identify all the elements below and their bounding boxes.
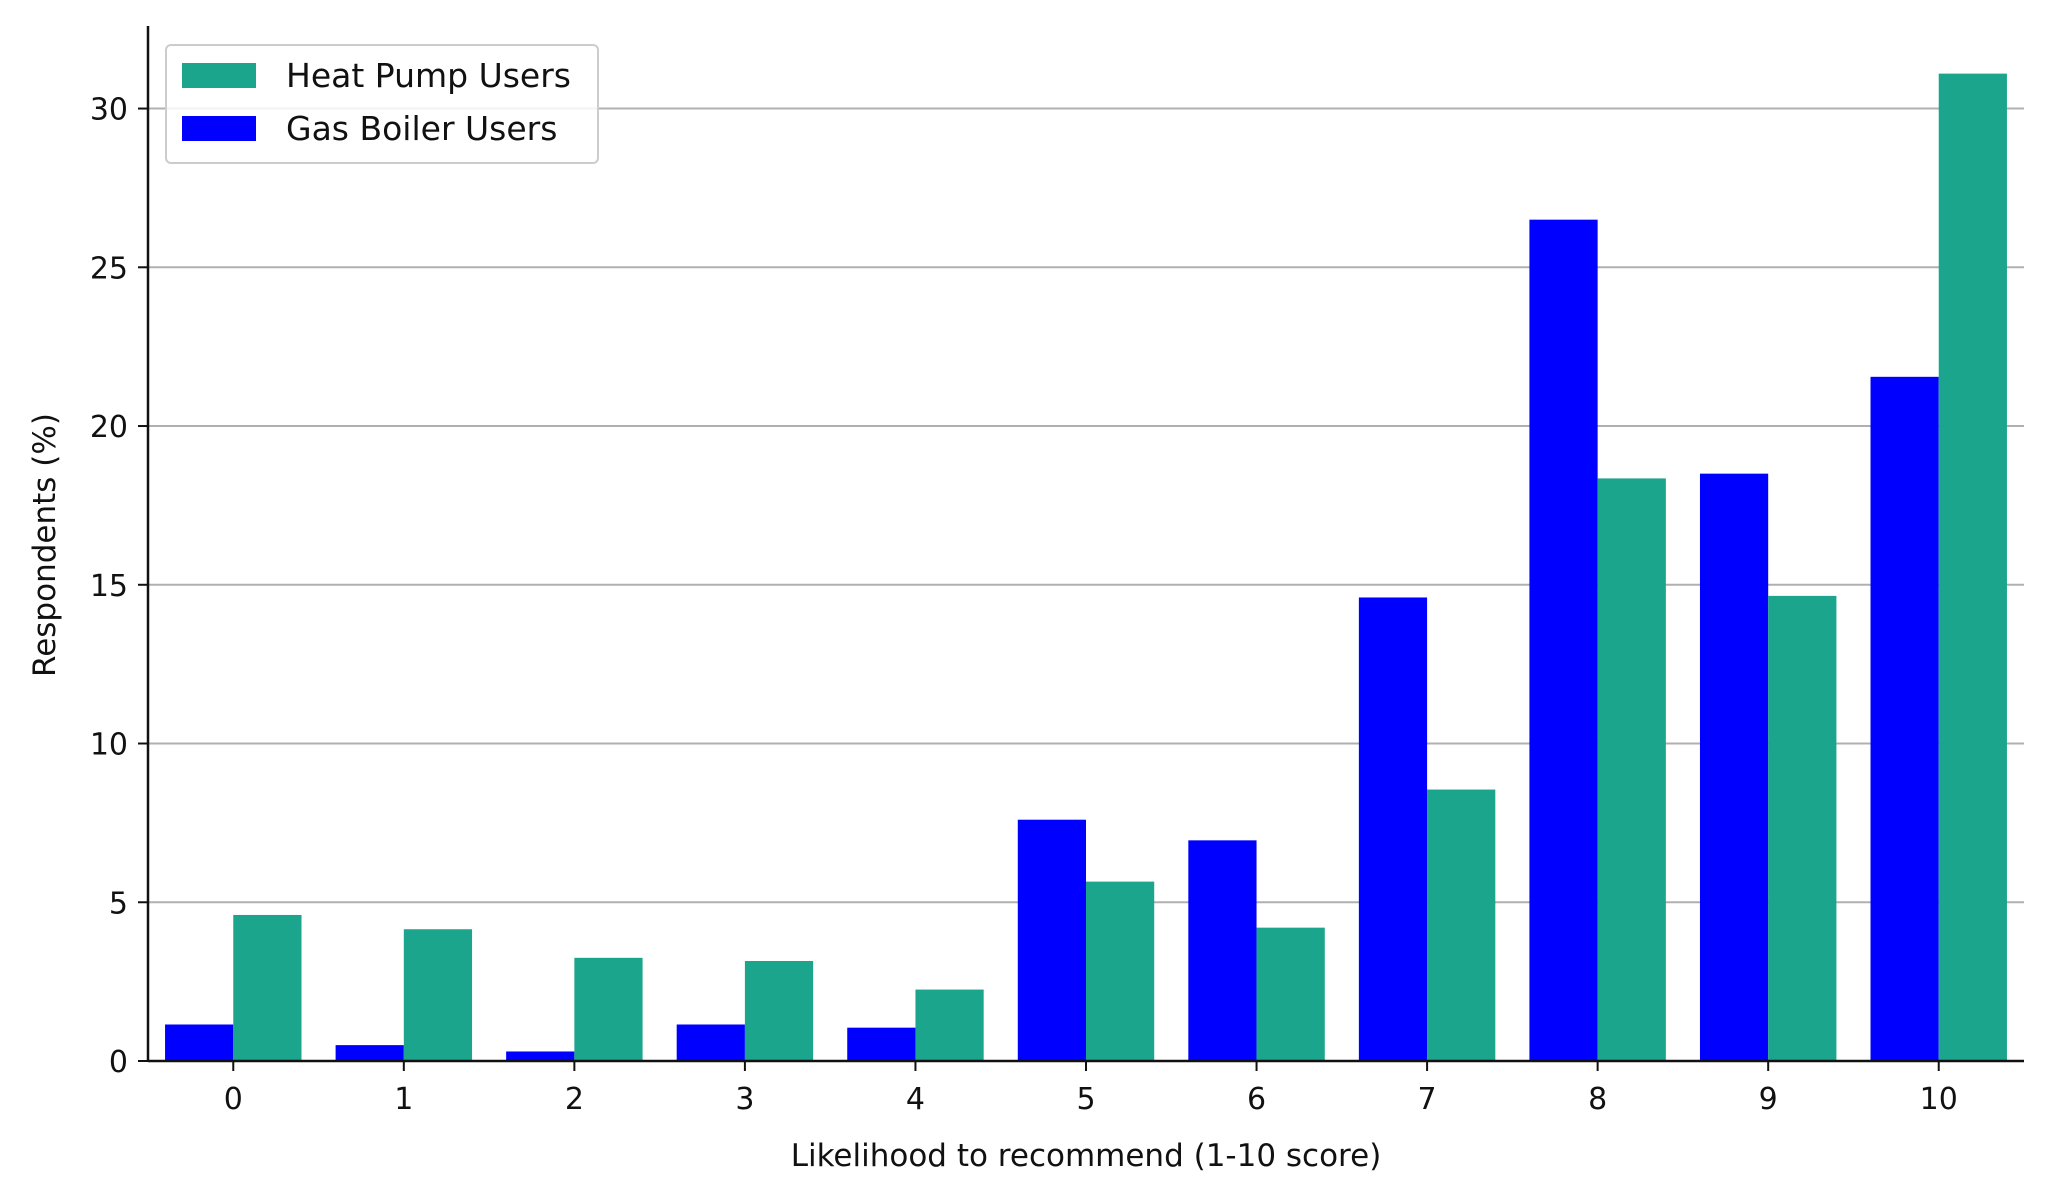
bar-gas-boiler-users-5	[1017, 819, 1086, 1061]
y-tick-label-20: 20	[90, 410, 128, 445]
legend-swatch-gas-boiler-users	[182, 116, 256, 141]
x-tick-label-9: 9	[1759, 1082, 1778, 1117]
x-tick-label-0: 0	[224, 1082, 243, 1117]
x-tick-label-6: 6	[1247, 1082, 1266, 1117]
bar-gas-boiler-users-7	[1358, 597, 1428, 1061]
legend: Heat Pump Users Gas Boiler Users	[165, 44, 599, 164]
legend-box	[165, 44, 599, 164]
x-tick-label-10: 10	[1920, 1082, 1958, 1117]
legend-label-heat-pump-users: Heat Pump Users	[286, 56, 571, 95]
bar-heat-pump-users-0	[233, 914, 302, 1061]
bars	[165, 73, 2007, 1062]
bar-gas-boiler-users-9	[1699, 473, 1769, 1061]
bar-heat-pump-users-1	[403, 929, 473, 1061]
bar-gas-boiler-users-2	[506, 1051, 575, 1061]
x-axis-title: Likelihood to recommend (1-10 score)	[791, 1138, 1382, 1174]
bar-gas-boiler-users-8	[1529, 219, 1598, 1061]
bar-heat-pump-users-6	[1256, 927, 1325, 1061]
bar-heat-pump-users-4	[915, 989, 984, 1061]
bar-heat-pump-users-5	[1086, 881, 1155, 1061]
y-tick-label-15: 15	[90, 569, 128, 604]
x-tick-label-5: 5	[1076, 1082, 1095, 1117]
legend-swatch-heat-pump-users	[182, 63, 256, 88]
y-tick-label-25: 25	[90, 251, 128, 286]
x-tick-label-2: 2	[565, 1082, 584, 1117]
bar-heat-pump-users-7	[1427, 789, 1496, 1061]
bar-gas-boiler-users-1	[335, 1045, 404, 1061]
bar-gas-boiler-users-6	[1188, 840, 1257, 1061]
bar-heat-pump-users-3	[744, 960, 814, 1061]
x-tick-label-8: 8	[1588, 1082, 1607, 1117]
axes: 0 5 10 15 20 25 30 0 1 2 3 4 5 6 7 8 9 10	[90, 26, 2024, 1117]
bar-heat-pump-users-10	[1938, 73, 2007, 1062]
y-tick-label-30: 30	[90, 93, 128, 128]
bar-gas-boiler-users-3	[676, 1024, 745, 1061]
bar-heat-pump-users-8	[1597, 478, 1666, 1061]
x-tick-label-3: 3	[735, 1082, 754, 1117]
x-tick-label-4: 4	[906, 1082, 925, 1117]
x-tick-label-1: 1	[394, 1082, 413, 1117]
y-tick-label-0: 0	[109, 1045, 128, 1080]
bar-heat-pump-users-9	[1768, 595, 1837, 1061]
bar-gas-boiler-users-4	[847, 1027, 916, 1061]
bar-heat-pump-users-2	[574, 957, 643, 1061]
x-tick-label-7: 7	[1418, 1082, 1437, 1117]
y-tick-label-10: 10	[90, 728, 128, 763]
bar-gas-boiler-users-10	[1870, 376, 1939, 1061]
y-axis-title: Respondents (%)	[27, 413, 63, 677]
bar-gas-boiler-users-0	[165, 1024, 234, 1061]
legend-label-gas-boiler-users: Gas Boiler Users	[286, 109, 557, 148]
y-tick-label-5: 5	[109, 886, 128, 921]
